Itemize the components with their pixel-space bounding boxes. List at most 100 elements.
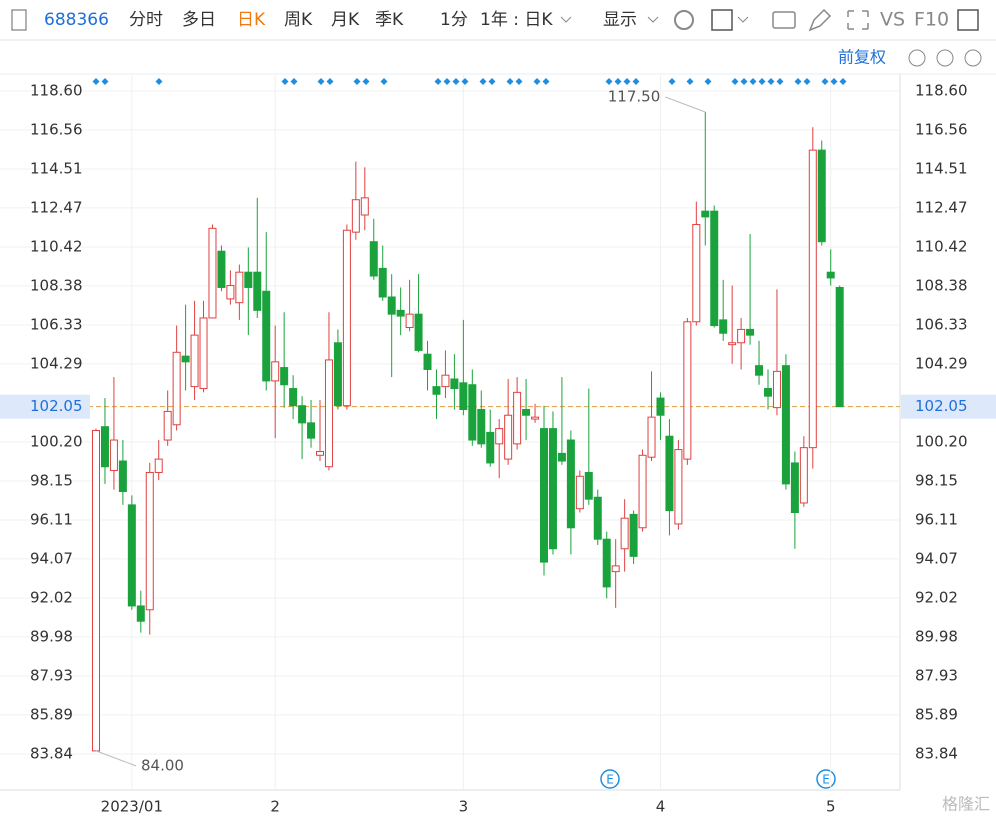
event-marker[interactable] [461, 78, 469, 85]
event-marker[interactable] [794, 78, 802, 85]
event-marker[interactable] [380, 78, 388, 85]
event-marker[interactable] [632, 78, 640, 85]
event-marker[interactable] [353, 78, 361, 85]
zoom-in-icon[interactable] [964, 49, 982, 67]
candle-body [163, 410, 172, 441]
event-marker[interactable] [317, 78, 325, 85]
last-price-bg [901, 394, 996, 419]
y-tick-label: 100.20 [30, 432, 83, 450]
event-marker[interactable] [767, 78, 775, 85]
event-marker[interactable] [488, 78, 496, 85]
period-tab[interactable]: 月K [331, 10, 360, 30]
period-tab[interactable]: 季K [375, 10, 404, 30]
adjust-button[interactable]: 前复权 [838, 48, 886, 67]
event-marker[interactable] [704, 78, 712, 85]
event-marker[interactable] [830, 78, 838, 85]
candle-body [477, 409, 486, 445]
event-marker[interactable] [605, 78, 613, 85]
candle-body [423, 353, 432, 370]
candle-body [611, 565, 620, 573]
range-select[interactable]: 1年 : 日K [480, 10, 553, 30]
annotation-leader [665, 96, 706, 113]
event-marker[interactable] [443, 78, 451, 85]
event-marker[interactable] [776, 78, 784, 85]
event-marker[interactable] [740, 78, 748, 85]
period-tab[interactable]: 周K [284, 10, 313, 30]
candle-body [360, 197, 369, 216]
candle-body [145, 471, 154, 611]
candle-body [190, 334, 199, 388]
event-marker[interactable] [749, 78, 757, 85]
candle-body [226, 285, 235, 300]
event-marker[interactable] [290, 78, 298, 85]
candle-body [817, 149, 826, 243]
candle-body [513, 391, 522, 445]
y-tick-label-right: 83.84 [915, 744, 958, 762]
period-tab[interactable]: 分时 [129, 10, 163, 30]
candle-body [136, 605, 145, 622]
event-marker[interactable] [452, 78, 460, 85]
candle-body [540, 428, 548, 563]
event-marker[interactable] [515, 78, 523, 85]
event-marker[interactable] [542, 78, 550, 85]
dropdown-arrow [560, 16, 572, 23]
event-marker[interactable] [686, 78, 694, 85]
settings-icon[interactable] [674, 10, 694, 30]
annotation-label: 117.50 [608, 87, 661, 105]
candle-body [235, 271, 244, 304]
candle-body [638, 454, 647, 529]
event-icon[interactable] [816, 769, 836, 789]
event-marker[interactable] [155, 78, 163, 85]
f10-button[interactable]: F10 [914, 9, 949, 31]
last-price-bg [0, 394, 90, 419]
candle-body [118, 460, 127, 493]
sidebar-icon[interactable] [11, 9, 27, 31]
event-marker[interactable] [281, 78, 289, 85]
event-icon[interactable] [600, 769, 620, 789]
event-marker[interactable] [326, 78, 334, 85]
event-marker[interactable] [803, 78, 811, 85]
pen-icon[interactable] [808, 8, 832, 32]
candle-body [432, 386, 441, 395]
candle-body [719, 319, 728, 334]
candle-body [441, 374, 450, 388]
y-tick-label: 104.29 [30, 354, 83, 372]
candle-body [316, 450, 324, 456]
period-tab[interactable]: 日K [237, 10, 266, 30]
event-marker[interactable] [668, 78, 676, 85]
camera-icon[interactable] [772, 11, 796, 29]
candle-body [548, 428, 557, 550]
candle-body [728, 342, 737, 346]
event-marker[interactable] [479, 78, 487, 85]
reset-icon[interactable] [908, 49, 926, 67]
display-select[interactable]: 显示 [603, 10, 637, 30]
event-marker[interactable] [614, 78, 622, 85]
period-tab[interactable]: 多日 [182, 10, 216, 30]
minute-select[interactable]: 1分 [440, 10, 468, 30]
event-marker[interactable] [362, 78, 370, 85]
candle-body [647, 416, 656, 458]
vs-button[interactable]: VS [880, 9, 905, 31]
candle-body [92, 429, 100, 752]
candle-body [799, 447, 808, 504]
event-marker[interactable] [731, 78, 739, 85]
toolbar [0, 0, 996, 40]
event-marker[interactable] [101, 78, 109, 85]
zoom-out-icon[interactable] [936, 49, 954, 67]
candle-body [154, 458, 163, 473]
event-marker[interactable] [623, 78, 631, 85]
event-marker[interactable] [758, 78, 766, 85]
y-tick-label: 92.02 [30, 588, 73, 606]
panel-icon[interactable] [957, 9, 979, 31]
fullscreen-icon[interactable] [847, 10, 869, 30]
event-marker[interactable] [839, 78, 847, 85]
y-tick-label: 108.38 [30, 276, 83, 294]
event-marker[interactable] [533, 78, 541, 85]
event-marker[interactable] [92, 78, 100, 85]
checkbox-icon[interactable] [711, 9, 733, 31]
candle-body [674, 449, 683, 525]
event-marker[interactable] [821, 78, 829, 85]
event-marker[interactable] [506, 78, 514, 85]
event-marker[interactable] [434, 78, 442, 85]
